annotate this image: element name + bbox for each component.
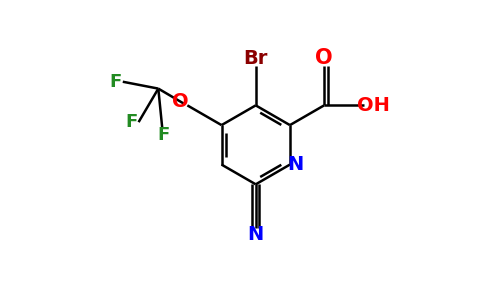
Text: F: F	[125, 113, 137, 131]
Text: O: O	[315, 48, 333, 68]
Text: Br: Br	[243, 49, 268, 68]
Text: OH: OH	[357, 96, 390, 115]
Text: N: N	[287, 155, 303, 174]
Text: F: F	[158, 126, 170, 144]
Text: O: O	[172, 92, 189, 111]
Text: N: N	[248, 225, 264, 244]
Text: F: F	[109, 73, 121, 91]
